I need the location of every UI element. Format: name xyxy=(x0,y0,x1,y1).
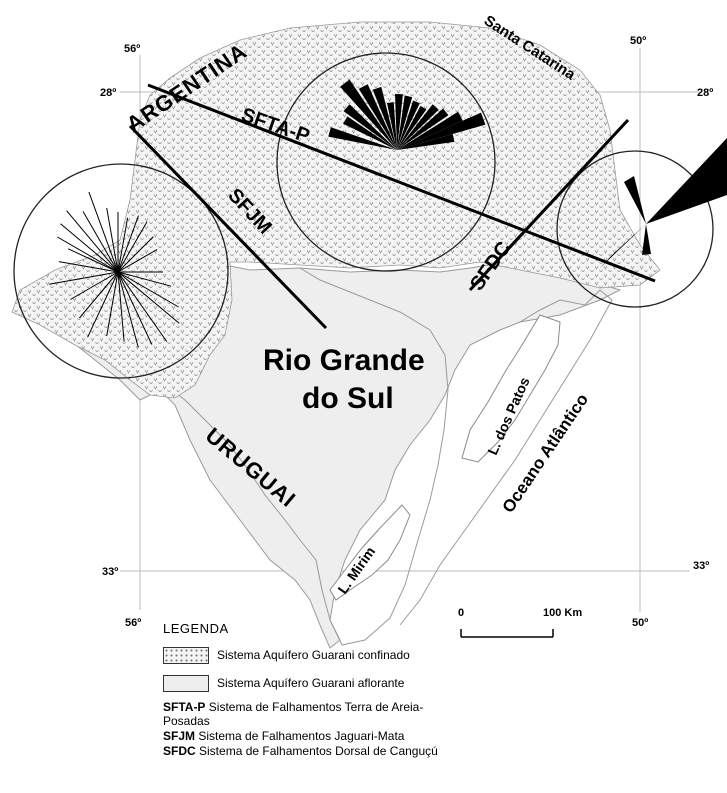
rose-center-petal xyxy=(387,102,397,150)
rose-west-spoke xyxy=(66,210,119,273)
rose-west-spoke xyxy=(58,261,119,273)
rose-center-petal xyxy=(340,79,397,150)
rose-center-petal xyxy=(358,84,397,150)
lon-50-bottom-label: 50º xyxy=(632,617,648,629)
lat-28-left-label: 28º xyxy=(100,87,116,99)
rose-west-spoke xyxy=(88,191,119,273)
rose-center-petal xyxy=(343,104,397,150)
rose-west-spoke xyxy=(117,271,172,287)
legend-item-outcrop: Sistema Aquífero Guarani aflorante xyxy=(163,672,583,694)
rose-center-petal xyxy=(397,108,449,150)
lon-56-top-label: 56º xyxy=(124,43,140,55)
rose-west-spoke xyxy=(117,271,179,308)
rose-west-spoke xyxy=(49,271,119,285)
rose-center-petal xyxy=(343,116,397,150)
rose-west-spoke xyxy=(87,271,119,338)
rose-center-petal xyxy=(397,105,427,150)
rose-circle-center xyxy=(276,52,496,272)
rose-west-spoke xyxy=(57,236,119,273)
rose-center-petal xyxy=(397,104,439,150)
scale-bar: 0 100 Km xyxy=(458,607,582,638)
rose-east-petal-sw xyxy=(600,224,646,268)
legend-title: LEGENDA xyxy=(163,621,229,636)
rose-west-spoke xyxy=(117,215,139,273)
legend-label-outcrop: Sistema Aquífero Guarani aflorante xyxy=(217,676,405,690)
lagoa-dos-patos xyxy=(461,314,561,463)
rose-circle-west xyxy=(13,163,229,379)
abbr-code: SFJM xyxy=(163,729,196,743)
rose-west-spoke xyxy=(117,221,148,273)
rose-center-petal xyxy=(397,111,463,150)
rose-west-spoke xyxy=(79,271,119,319)
abbr-text: Sistema de Falhamentos Terra de Areia-Po… xyxy=(163,700,424,728)
lat-33-left-label: 33º xyxy=(102,566,118,578)
rose-center-petal xyxy=(397,112,486,150)
lagoa-mirim xyxy=(329,504,411,601)
fault-line-sfdc xyxy=(468,118,630,292)
scale-start-label: 0 xyxy=(458,607,464,619)
lon-56-bottom-label: 56º xyxy=(125,617,141,629)
legend-swatch-outcrop xyxy=(163,674,209,692)
rose-center-petal xyxy=(397,95,413,150)
rose-west-spoke xyxy=(117,217,129,273)
rio-grande-label-line2: do Sul xyxy=(302,382,394,415)
rose-east-petal-s xyxy=(642,224,651,255)
abbr-text: Sistema de Falhamentos Jaguari-Mata xyxy=(198,729,405,743)
rose-west-spoke xyxy=(117,271,125,342)
legend-swatch-confined xyxy=(163,646,209,664)
legend-abbr-sfdc: SFDC Sistema de Falhamentos Dorsal de Ca… xyxy=(163,744,463,758)
rose-east-petal-nw xyxy=(624,176,646,224)
rose-west-spoke xyxy=(117,271,153,345)
rose-west-spoke xyxy=(117,271,139,348)
legend: LEGENDA Sistema Aquífero Guarani confina… xyxy=(163,622,583,759)
legend-item-confined: Sistema Aquífero Guarani confinado xyxy=(163,644,583,666)
rose-west-spoke xyxy=(106,207,119,273)
lon-50-top-label: 50º xyxy=(630,35,646,47)
rose-center-petal xyxy=(397,134,455,150)
scale-end-label: 100 Km xyxy=(543,607,582,619)
rose-west-spoke xyxy=(67,248,119,273)
rose-west-spoke xyxy=(117,271,168,342)
legend-abbreviations: SFTA-P Sistema de Falhamentos Terra de A… xyxy=(163,700,463,758)
rose-diagram-east xyxy=(600,138,727,268)
rose-west-spoke xyxy=(117,249,158,273)
coastline xyxy=(399,289,613,626)
rose-center-petal xyxy=(397,100,420,150)
legend-abbr-sfta-p: SFTA-P Sistema de Falhamentos Terra de A… xyxy=(163,700,463,728)
fault-line-sfta-p xyxy=(147,83,656,283)
rose-center-petal xyxy=(328,127,397,150)
rose-west-spoke xyxy=(82,211,119,273)
rose-west-spoke xyxy=(117,271,180,324)
lat-33-right-label: 33º xyxy=(693,560,709,572)
rose-diagram-west xyxy=(49,191,180,348)
rose-west-spoke xyxy=(60,223,119,273)
legend-abbr-sfjm: SFJM Sistema de Falhamentos Jaguari-Mata xyxy=(163,729,463,743)
rose-diagram-center xyxy=(328,79,486,150)
rio-grande-label-line1: Rio Grande xyxy=(263,344,425,377)
fault-line-sfjm xyxy=(128,124,328,330)
abbr-text: Sistema de Falhamentos Dorsal de Canguçú xyxy=(199,744,438,758)
legend-label-confined: Sistema Aquífero Guarani confinado xyxy=(217,648,410,662)
rose-west-spoke xyxy=(70,271,119,300)
abbr-code: SFDC xyxy=(163,744,196,758)
abbr-code: SFTA-P xyxy=(163,700,206,714)
rio-grande-do-sul-outline xyxy=(171,267,449,646)
lat-28-right-label: 28º xyxy=(697,87,713,99)
rose-west-spoke xyxy=(106,271,119,337)
rose-west-spoke xyxy=(117,236,154,273)
rose-east-petal-ne xyxy=(646,138,727,224)
rose-center-petal xyxy=(372,86,397,150)
rose-circle-east xyxy=(556,150,714,308)
rose-center-petal xyxy=(395,94,403,150)
